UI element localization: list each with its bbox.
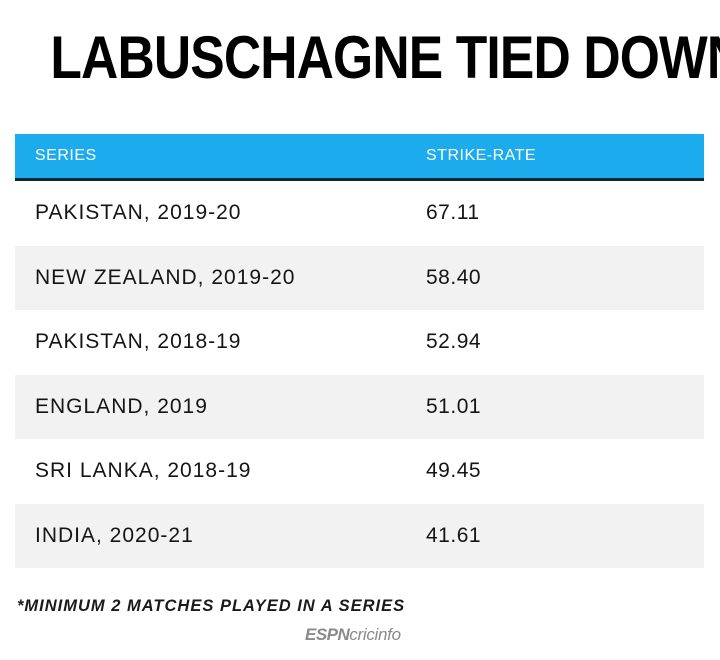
strike-rate-cell: 67.11 <box>426 201 480 225</box>
strike-rate-table: SERIES STRIKE-RATE PAKISTAN, 2019-20 67.1… <box>15 134 704 568</box>
series-cell: INDIA, 2020-21 <box>35 523 194 547</box>
series-cell: SRI LANKA, 2018-19 <box>35 459 252 483</box>
series-cell: NEW ZEALAND, 2019-20 <box>35 265 296 289</box>
footnote: *MINIMUM 2 MATCHES PLAYED IN A SERIES <box>17 597 406 615</box>
table-row: PAKISTAN, 2018-19 52.94 <box>15 310 704 375</box>
table-header: SERIES STRIKE-RATE <box>15 134 704 181</box>
table-body: PAKISTAN, 2019-20 67.11 NEW ZEALAND, 2019-… <box>15 181 704 568</box>
series-cell: ENGLAND, 2019 <box>35 394 208 418</box>
table-row: INDIA, 2020-21 41.61 <box>15 503 704 568</box>
series-cell: PAKISTAN, 2018-19 <box>35 330 242 354</box>
chart-title: LABUSCHAGNE TIED DOWN <box>50 24 720 91</box>
strike-rate-cell: 51.01 <box>426 394 482 418</box>
strike-rate-cell: 52.94 <box>426 330 482 354</box>
strike-rate-cell: 49.45 <box>426 459 482 483</box>
strike-rate-cell: 58.40 <box>426 265 482 289</box>
strike-rate-cell: 41.61 <box>426 523 482 547</box>
table-row: NEW ZEALAND, 2019-20 58.40 <box>15 245 704 310</box>
column-header-strike-rate: STRIKE-RATE <box>426 147 537 164</box>
column-header-series: SERIES <box>35 147 97 164</box>
table-row: SRI LANKA, 2018-19 49.45 <box>15 439 704 504</box>
logo-espn: ESPN <box>305 625 350 644</box>
table-row: ENGLAND, 2019 51.01 <box>15 374 704 439</box>
table-row: PAKISTAN, 2019-20 67.11 <box>15 181 704 246</box>
espncricinfo-logo: ESPNcricinfo <box>305 625 401 645</box>
series-cell: PAKISTAN, 2019-20 <box>35 201 242 225</box>
logo-cricinfo: cricinfo <box>349 625 401 644</box>
